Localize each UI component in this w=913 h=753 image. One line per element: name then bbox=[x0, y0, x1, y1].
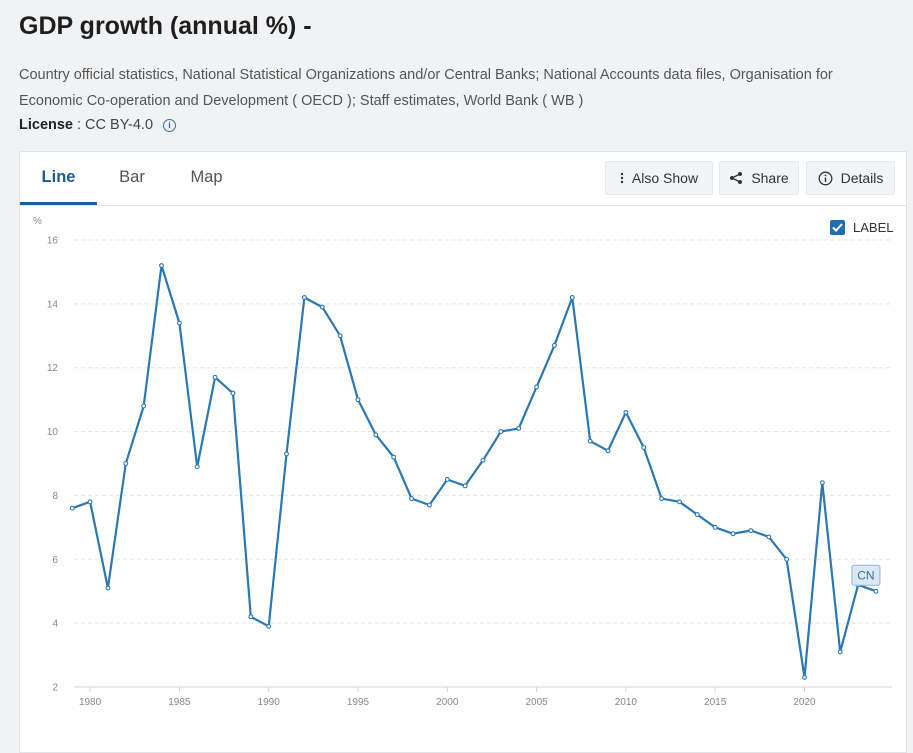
data-point bbox=[248, 614, 254, 620]
data-point bbox=[266, 623, 272, 629]
license-label: License bbox=[19, 117, 73, 133]
x-tick-label: 2020 bbox=[793, 697, 816, 708]
data-point bbox=[69, 505, 75, 511]
info-circle-icon bbox=[818, 171, 833, 186]
chart-card: Line Bar Map Also Show Share Details LAB… bbox=[19, 151, 907, 753]
y-tick-label: 6 bbox=[52, 555, 58, 566]
data-point bbox=[319, 304, 325, 310]
data-point bbox=[819, 480, 825, 486]
data-point bbox=[159, 263, 164, 268]
y-tick-label: 2 bbox=[52, 683, 58, 694]
data-point bbox=[230, 390, 236, 396]
data-point bbox=[498, 429, 504, 435]
x-tick-label: 1980 bbox=[79, 697, 102, 708]
line-chart: % 2 4 6 8 10 12 14 16 1980 1985 1990 1995 2000 2005 201… bbox=[33, 216, 892, 708]
also-show-label: Also Show bbox=[631, 170, 699, 186]
data-point bbox=[551, 342, 557, 348]
data-point bbox=[123, 461, 129, 466]
details-label: Details bbox=[840, 170, 884, 186]
license-line: License : CC BY-4.0 i bbox=[19, 117, 177, 133]
x-tick-label: 1995 bbox=[347, 697, 370, 708]
data-point bbox=[462, 483, 468, 489]
data-point bbox=[677, 499, 682, 505]
data-point bbox=[373, 432, 379, 438]
source-text: Country official statistics, National St… bbox=[19, 67, 833, 109]
data-point bbox=[587, 438, 593, 444]
data-point bbox=[480, 457, 486, 463]
data-point bbox=[409, 496, 415, 502]
y-tick-label: 8 bbox=[52, 491, 58, 502]
data-point bbox=[212, 374, 218, 380]
share-icon bbox=[729, 171, 743, 185]
x-tick-label: 2000 bbox=[436, 697, 459, 708]
y-tick-label: 10 bbox=[47, 427, 59, 438]
tab-map[interactable]: Map bbox=[190, 168, 223, 186]
x-tick-label: 2005 bbox=[525, 697, 548, 708]
data-point bbox=[444, 477, 450, 482]
tab-bar[interactable]: Bar bbox=[119, 168, 145, 186]
data-point bbox=[105, 585, 111, 591]
data-point bbox=[87, 499, 93, 505]
data-point bbox=[176, 320, 182, 326]
series-end-label-box bbox=[851, 564, 881, 586]
data-point bbox=[194, 464, 200, 470]
share-label: Share bbox=[751, 170, 789, 186]
y-tick-label: 16 bbox=[47, 236, 59, 247]
series-end-label-text: CN bbox=[857, 569, 874, 583]
x-tick-label: 1990 bbox=[258, 697, 281, 708]
data-point bbox=[712, 524, 718, 530]
chart-tabs: Line Bar Map Also Show Share Details bbox=[20, 152, 906, 206]
x-tick-label: 2010 bbox=[615, 697, 638, 708]
data-point bbox=[569, 295, 575, 300]
data-point bbox=[694, 512, 700, 518]
y-axis-unit-label: % bbox=[33, 216, 42, 227]
page-title: GDP growth (annual %) - bbox=[19, 12, 312, 40]
data-point bbox=[641, 445, 647, 450]
series-end-label: CN bbox=[851, 564, 881, 586]
details-button[interactable]: Details bbox=[806, 161, 895, 195]
data-point bbox=[426, 502, 432, 508]
data-point bbox=[516, 425, 522, 431]
x-tick-label: 2015 bbox=[704, 697, 727, 708]
more-vertical-icon bbox=[620, 172, 624, 184]
data-point bbox=[837, 649, 843, 655]
data-point bbox=[141, 403, 147, 409]
data-point bbox=[301, 295, 307, 300]
series-line-cn bbox=[71, 264, 877, 679]
data-point bbox=[784, 556, 790, 562]
data-point bbox=[605, 448, 611, 454]
data-point bbox=[284, 451, 289, 457]
data-point bbox=[623, 409, 629, 415]
data-point bbox=[337, 333, 343, 339]
y-tick-label: 12 bbox=[47, 363, 59, 374]
data-point bbox=[534, 384, 540, 390]
label-toggle-text: LABEL bbox=[853, 220, 894, 235]
data-point bbox=[766, 534, 772, 540]
data-point bbox=[873, 588, 879, 594]
data-point bbox=[659, 496, 665, 502]
info-icon[interactable]: i bbox=[163, 118, 177, 132]
y-tick-label: 4 bbox=[52, 619, 58, 630]
data-point bbox=[391, 454, 397, 460]
also-show-button[interactable]: Also Show bbox=[605, 161, 713, 195]
label-toggle[interactable]: LABEL bbox=[830, 220, 893, 235]
share-button[interactable]: Share bbox=[719, 161, 799, 195]
data-point bbox=[748, 528, 754, 533]
y-tick-label: 14 bbox=[47, 299, 59, 310]
data-point bbox=[802, 674, 807, 680]
data-point bbox=[730, 531, 736, 537]
data-point bbox=[355, 397, 361, 403]
license-value: : CC BY-4.0 bbox=[77, 117, 154, 133]
tab-line[interactable]: Line bbox=[20, 152, 97, 205]
x-tick-label: 1985 bbox=[168, 697, 191, 708]
checkbox-checked-icon[interactable] bbox=[830, 220, 845, 235]
